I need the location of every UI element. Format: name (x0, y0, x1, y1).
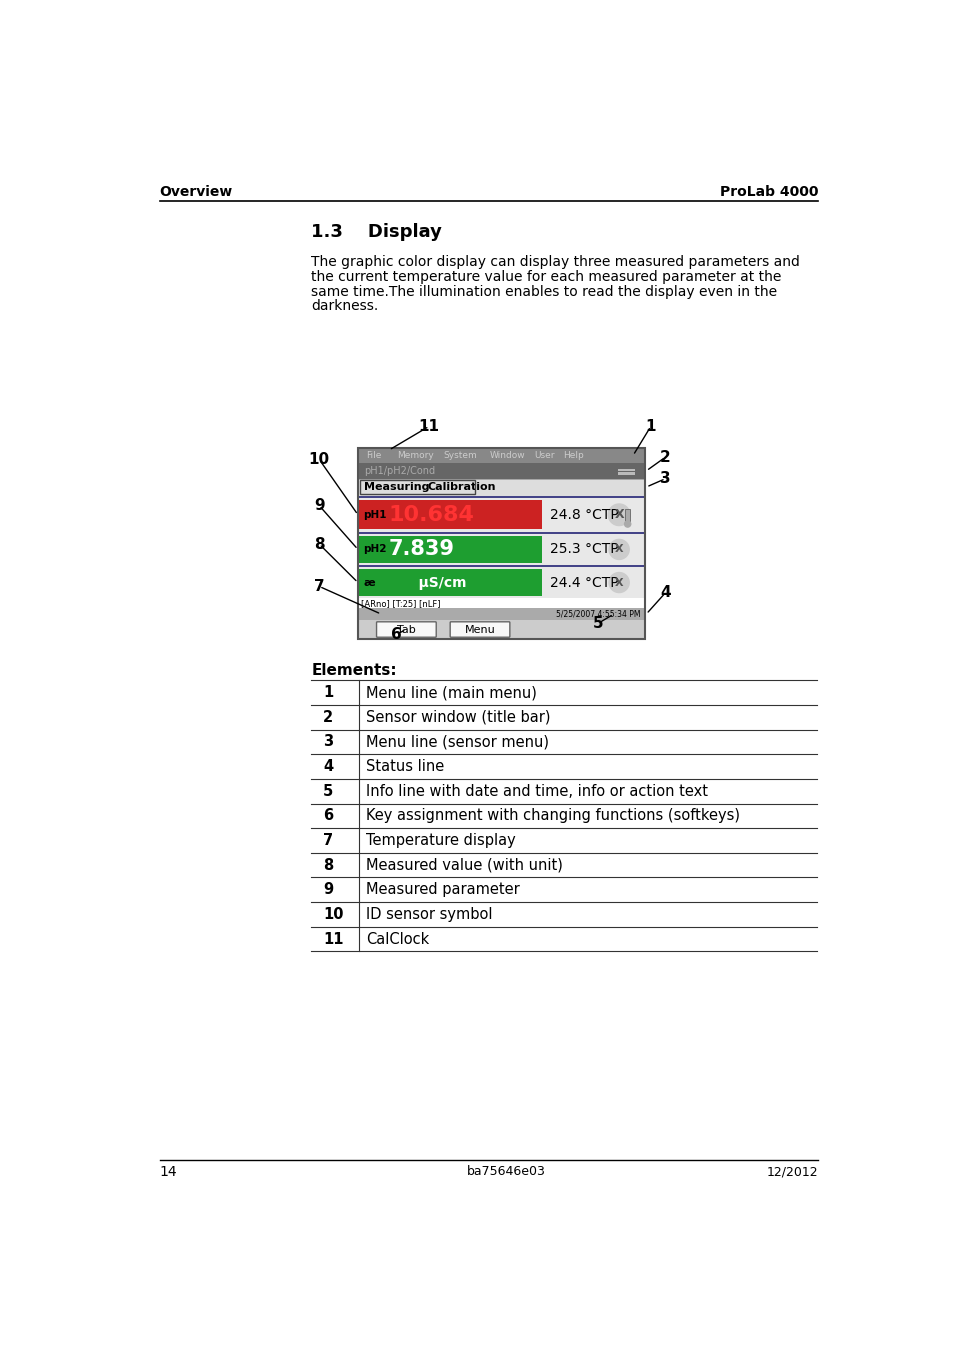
Text: 5/25/2007 4:55:34 PM: 5/25/2007 4:55:34 PM (556, 609, 640, 619)
Bar (357, 463, 644, 478)
Text: Menu line (sensor menu): Menu line (sensor menu) (365, 735, 548, 750)
Text: 1: 1 (645, 419, 656, 434)
Text: 11: 11 (418, 419, 439, 434)
Text: Window: Window (489, 451, 525, 459)
FancyBboxPatch shape (450, 621, 509, 638)
Bar (357, 532, 644, 534)
Text: The graphic color display can display three measured parameters and: The graphic color display can display th… (311, 255, 800, 269)
Text: 8: 8 (314, 536, 324, 551)
Text: Temperature display: Temperature display (365, 834, 515, 848)
Bar (357, 496, 644, 497)
Bar (360, 480, 475, 494)
Text: 7.839: 7.839 (389, 539, 455, 559)
Text: 7: 7 (323, 834, 333, 848)
Text: X: X (614, 508, 623, 521)
Circle shape (608, 573, 629, 593)
Text: Key assignment with changing functions (softkeys): Key assignment with changing functions (… (365, 808, 739, 823)
Text: 3: 3 (659, 471, 670, 486)
Text: pH1/pH2/Cond: pH1/pH2/Cond (364, 466, 435, 476)
Bar (357, 620, 644, 639)
Text: 5: 5 (323, 784, 333, 798)
Text: 14: 14 (159, 1165, 177, 1178)
Bar (357, 497, 644, 532)
Text: 3: 3 (323, 735, 333, 750)
Bar (357, 447, 644, 639)
Text: 4: 4 (659, 585, 670, 600)
Bar (359, 500, 541, 530)
Text: 9: 9 (314, 499, 324, 513)
Text: ProLab 4000: ProLab 4000 (720, 185, 818, 199)
Text: CalClock: CalClock (365, 932, 429, 947)
Bar (359, 536, 541, 562)
Text: same time.The illumination enables to read the display even in the: same time.The illumination enables to re… (311, 285, 777, 299)
Text: 10: 10 (323, 907, 343, 921)
Text: 6: 6 (391, 627, 401, 642)
Text: Help: Help (562, 451, 583, 459)
Text: pH2: pH2 (363, 544, 387, 554)
Text: ba75646e03: ba75646e03 (467, 1165, 546, 1178)
Bar (357, 567, 644, 598)
Text: æ: æ (363, 577, 375, 588)
Text: Measured parameter: Measured parameter (365, 882, 518, 897)
Text: 2: 2 (659, 450, 670, 465)
Text: X: X (614, 577, 622, 588)
Text: Menu line (main menu): Menu line (main menu) (365, 685, 536, 700)
Text: User: User (534, 451, 555, 459)
Bar (357, 565, 644, 567)
Text: 4: 4 (323, 759, 333, 774)
Bar (357, 534, 644, 565)
Bar (357, 447, 644, 463)
Text: 24.8 °CTP: 24.8 °CTP (550, 508, 618, 521)
Text: 10: 10 (309, 451, 330, 467)
Text: Info line with date and time, info or action text: Info line with date and time, info or ac… (365, 784, 707, 798)
Text: Status line: Status line (365, 759, 443, 774)
Text: the current temperature value for each measured parameter at the: the current temperature value for each m… (311, 270, 781, 284)
Circle shape (624, 521, 630, 527)
Bar (617, 473, 634, 474)
Text: 7: 7 (314, 578, 324, 594)
Text: 10.684: 10.684 (389, 505, 475, 524)
Bar (605, 500, 624, 530)
FancyBboxPatch shape (376, 621, 436, 638)
Text: 9: 9 (323, 882, 333, 897)
Text: Calibration: Calibration (427, 482, 496, 492)
Text: 12/2012: 12/2012 (766, 1165, 818, 1178)
Text: System: System (443, 451, 476, 459)
Text: 2: 2 (323, 709, 333, 724)
Text: Tab: Tab (396, 624, 416, 635)
Text: 25.3 °CTP: 25.3 °CTP (550, 543, 618, 557)
Bar (359, 570, 541, 596)
Text: 1: 1 (323, 685, 333, 700)
Text: ID sensor symbol: ID sensor symbol (365, 907, 492, 921)
Circle shape (608, 504, 629, 526)
Bar (617, 469, 634, 471)
Text: Elements:: Elements: (311, 663, 396, 678)
Text: μS/cm: μS/cm (404, 576, 466, 589)
Text: 24.4 °CTP: 24.4 °CTP (550, 576, 618, 589)
Text: Measuring: Measuring (364, 482, 429, 492)
Text: X: X (614, 544, 622, 554)
Text: 6: 6 (323, 808, 333, 823)
Text: 11: 11 (323, 932, 343, 947)
Text: Measured value (with unit): Measured value (with unit) (365, 858, 562, 873)
Text: [ARno] [T:25] [nLF]: [ARno] [T:25] [nLF] (360, 598, 440, 608)
Text: darkness.: darkness. (311, 299, 378, 313)
Text: 8: 8 (323, 858, 333, 873)
Bar (357, 608, 644, 620)
Text: Sensor window (title bar): Sensor window (title bar) (365, 709, 550, 724)
Text: Overview: Overview (159, 185, 233, 199)
Circle shape (608, 539, 629, 559)
Text: pH1: pH1 (363, 509, 387, 520)
Text: File: File (365, 451, 380, 459)
Bar (624, 508, 629, 523)
Text: Menu: Menu (464, 624, 495, 635)
Text: 5: 5 (592, 616, 603, 631)
Text: 1.3    Display: 1.3 Display (311, 223, 442, 242)
Bar (357, 478, 644, 496)
Text: Memory: Memory (396, 451, 433, 459)
